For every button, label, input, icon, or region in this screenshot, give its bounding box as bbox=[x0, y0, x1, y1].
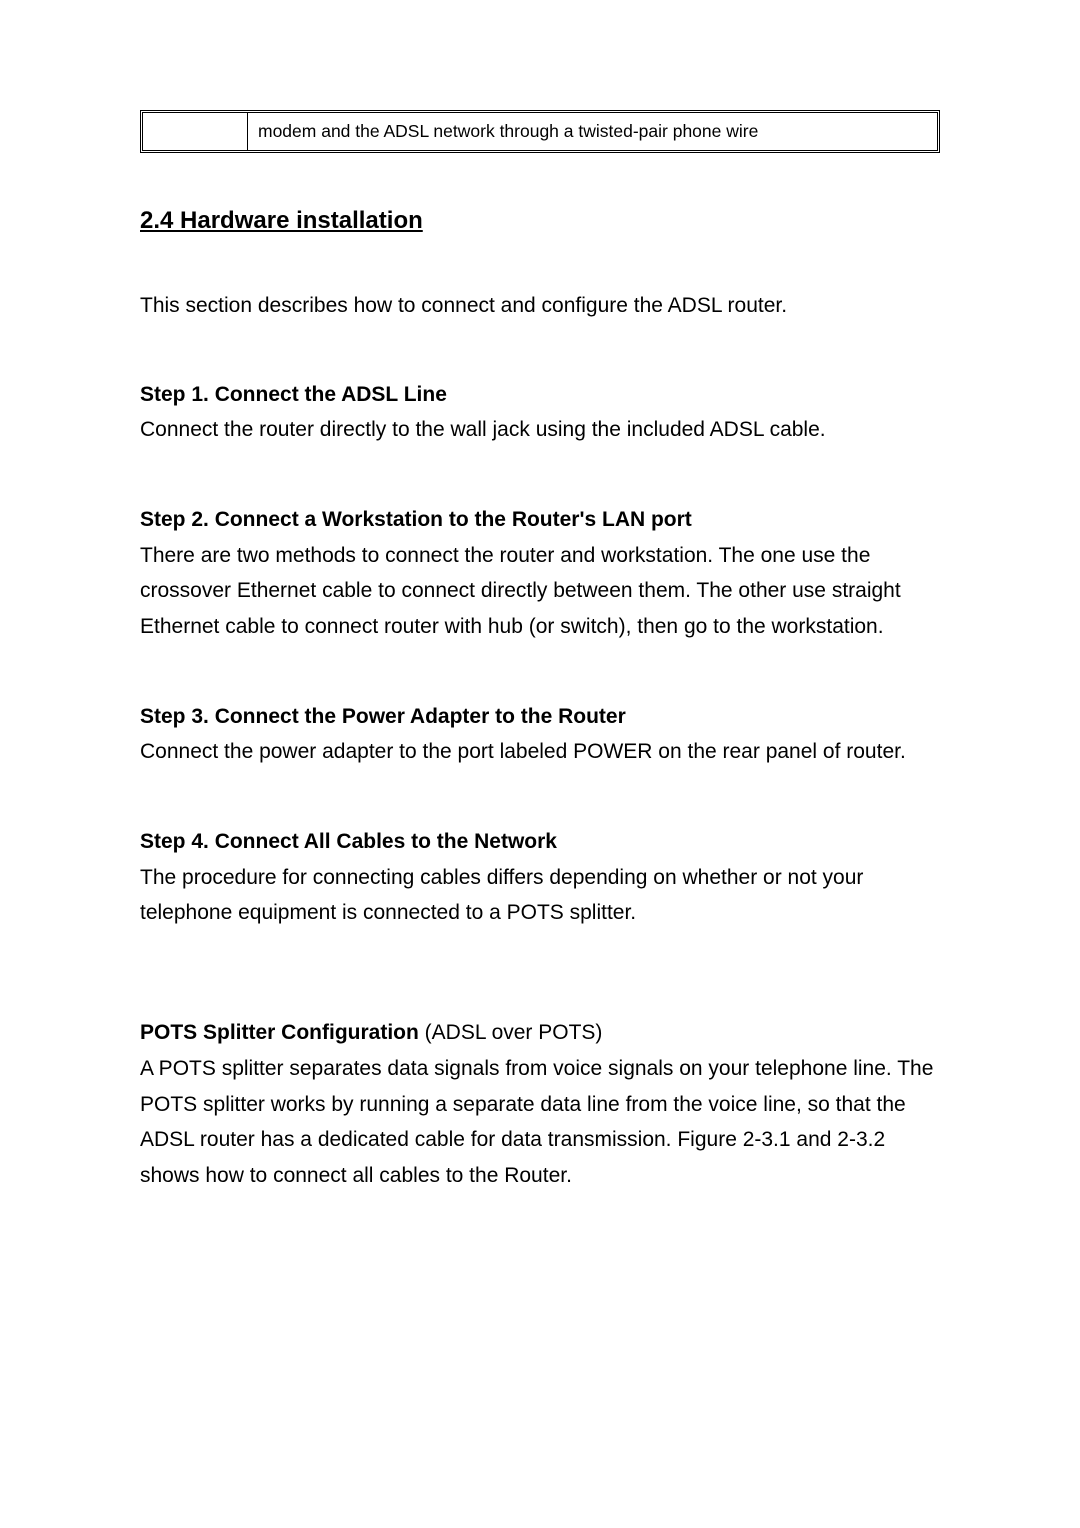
step-1: Step 1. Connect the ADSL Line Connect th… bbox=[140, 377, 940, 448]
step-4-header: Step 4. Connect All Cables to the Networ… bbox=[140, 824, 940, 860]
step-2: Step 2. Connect a Workstation to the Rou… bbox=[140, 502, 940, 645]
step-3-header: Step 3. Connect the Power Adapter to the… bbox=[140, 699, 940, 735]
pots-header-rest: (ADSL over POTS) bbox=[419, 1021, 603, 1044]
pots-section: POTS Splitter Configuration (ADSL over P… bbox=[140, 1015, 940, 1193]
table-left-cell bbox=[143, 113, 248, 150]
step-1-body: Connect the router directly to the wall … bbox=[140, 412, 940, 448]
intro-text: This section describes how to connect an… bbox=[140, 289, 940, 323]
pots-body: A POTS splitter separates data signals f… bbox=[140, 1051, 940, 1194]
step-4: Step 4. Connect All Cables to the Networ… bbox=[140, 824, 940, 931]
step-2-body: There are two methods to connect the rou… bbox=[140, 538, 940, 645]
step-3: Step 3. Connect the Power Adapter to the… bbox=[140, 699, 940, 770]
step-1-header: Step 1. Connect the ADSL Line bbox=[140, 377, 940, 413]
table-fragment: modem and the ADSL network through a twi… bbox=[140, 110, 940, 153]
pots-header-line: POTS Splitter Configuration (ADSL over P… bbox=[140, 1015, 940, 1051]
pots-header-bold: POTS Splitter Configuration bbox=[140, 1021, 419, 1044]
table-right-cell: modem and the ADSL network through a twi… bbox=[248, 113, 937, 150]
step-4-body: The procedure for connecting cables diff… bbox=[140, 860, 940, 931]
step-3-body: Connect the power adapter to the port la… bbox=[140, 734, 940, 770]
section-title: 2.4 Hardware installation bbox=[140, 207, 940, 235]
step-2-header: Step 2. Connect a Workstation to the Rou… bbox=[140, 502, 940, 538]
